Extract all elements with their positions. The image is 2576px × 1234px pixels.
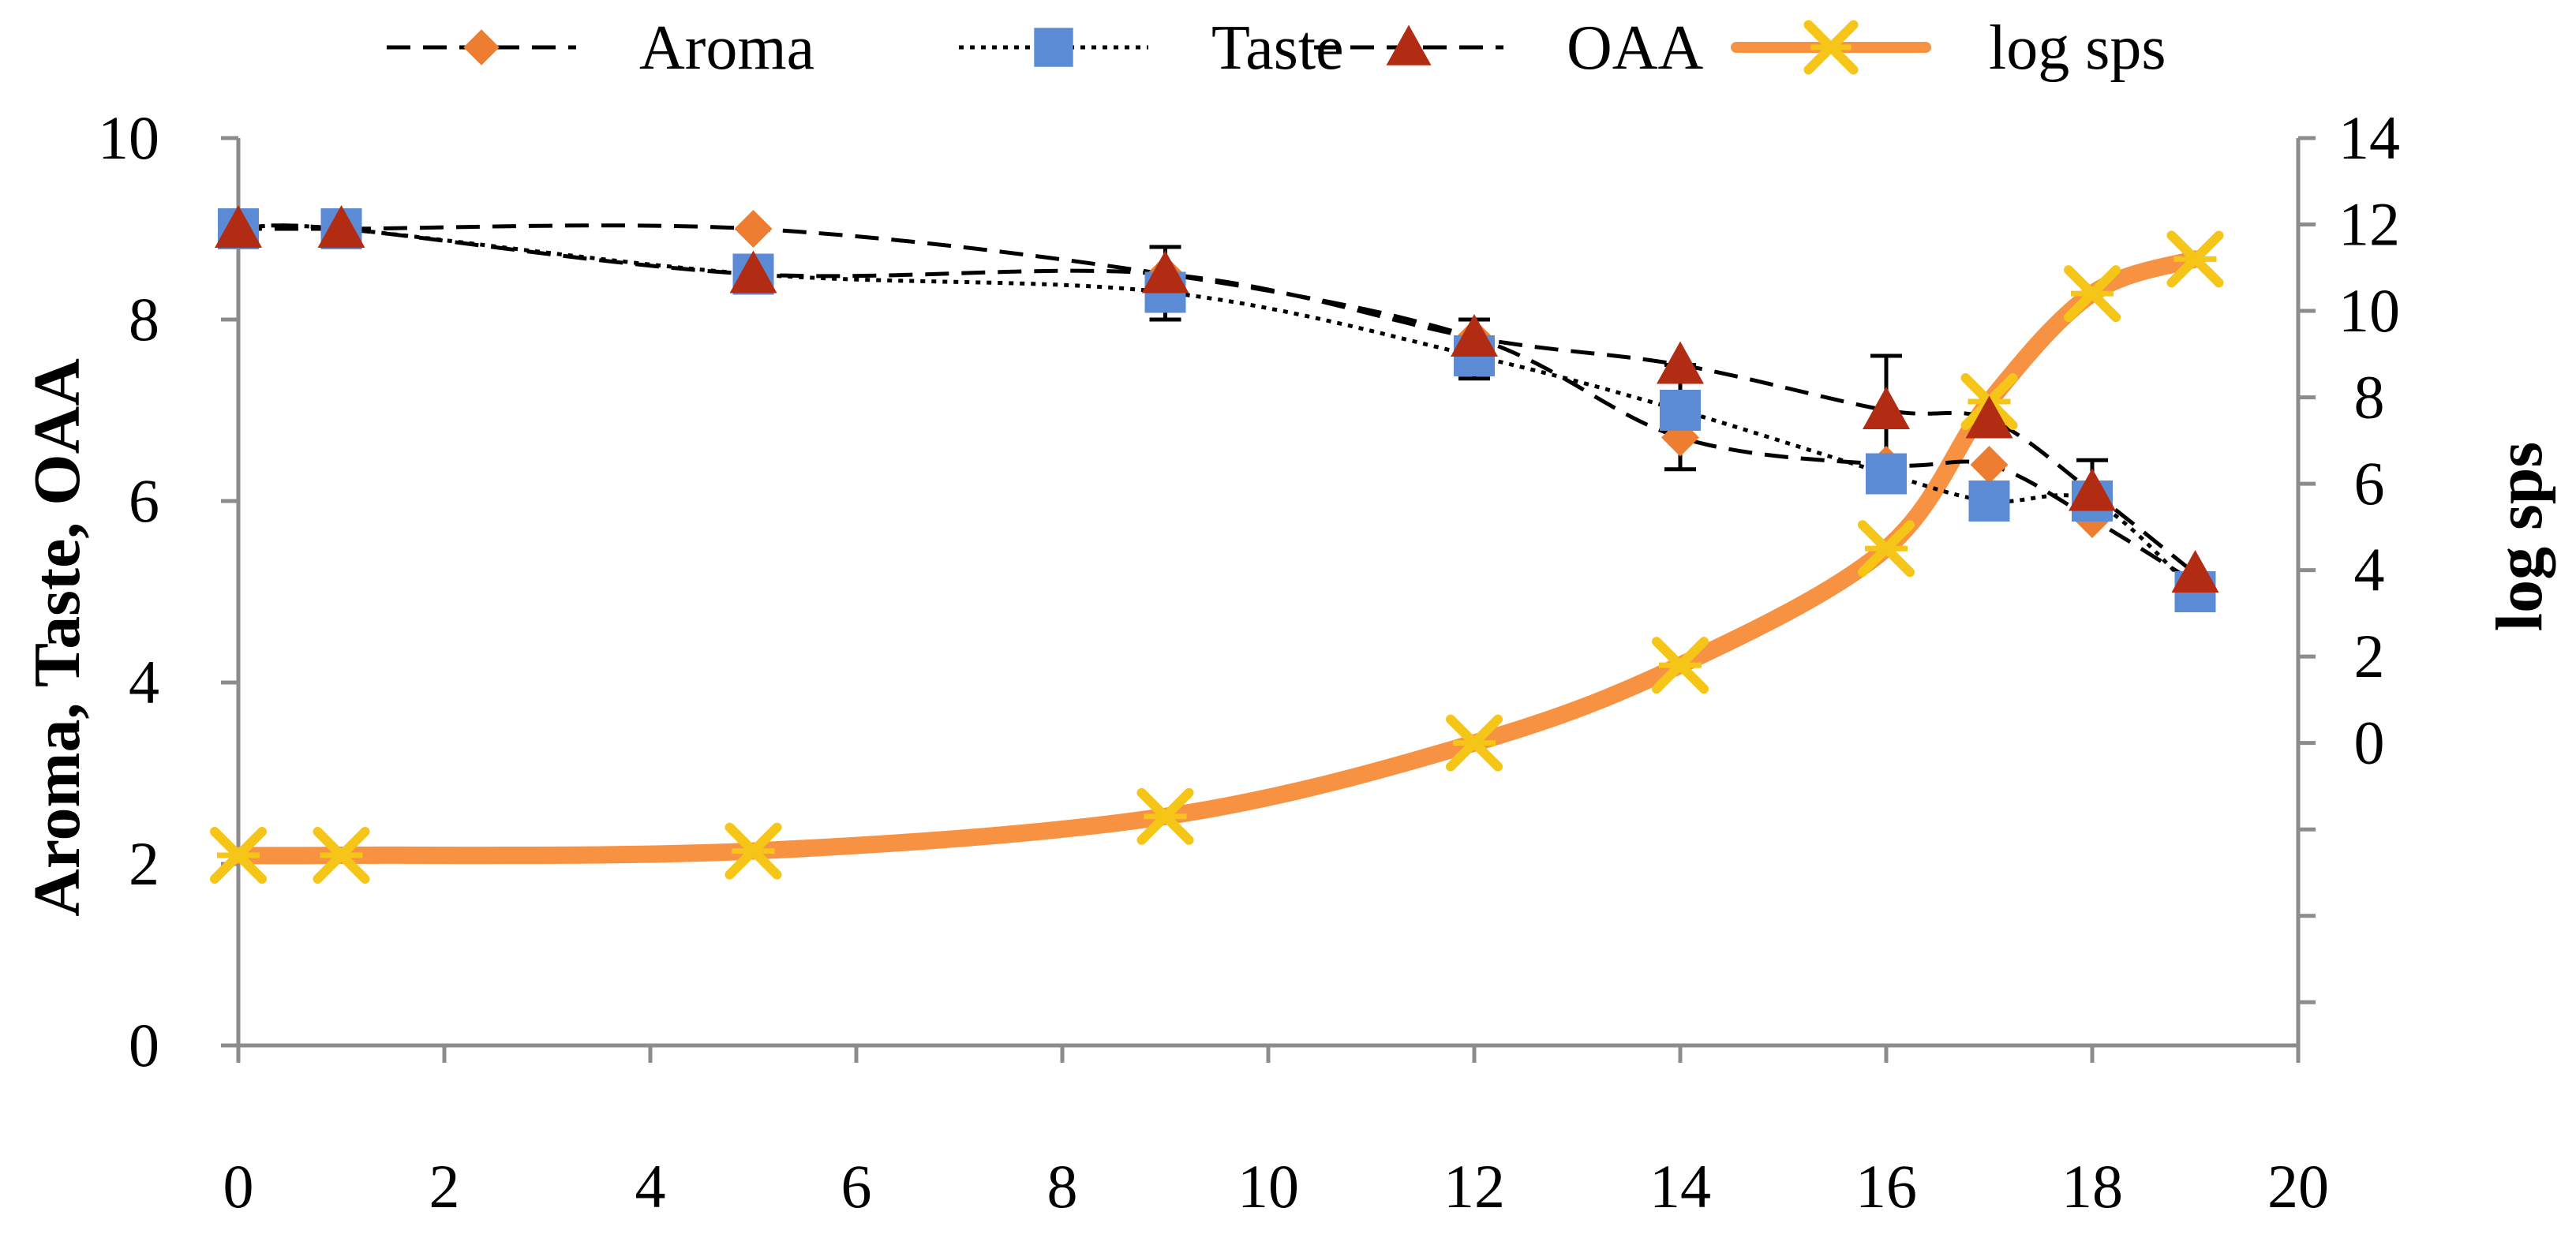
- data-point-log-sps: [313, 827, 370, 884]
- series-lines: [230, 223, 2204, 865]
- data-point-log-sps: [1136, 787, 1194, 845]
- legend-item-taste: Taste: [959, 13, 1344, 83]
- data-point-log-sps: [210, 827, 267, 884]
- y-tick-label: 6: [129, 466, 159, 535]
- y2-tick-label: 12: [2338, 190, 2400, 259]
- x-tick-label: 16: [1855, 1152, 1917, 1221]
- tick-labels: 0 2 4 6 8 10 12 14 16 18 20 0 2 4 6 8 10 0 2 4 6 8 10 12 14: [98, 103, 2400, 1221]
- series-markers: [210, 205, 2224, 884]
- data-point-oaa: [1965, 395, 2013, 439]
- y2-axis-title: log sps: [2483, 442, 2556, 631]
- legend-label: log sps: [1989, 13, 2166, 83]
- x-tick-label: 18: [2061, 1152, 2123, 1221]
- data-point-aroma: [1970, 446, 2009, 484]
- legend: Aroma Taste OAA log sps: [387, 13, 2166, 83]
- y2-tick-label: 8: [2354, 363, 2385, 432]
- data-point-log-sps: [724, 822, 782, 880]
- y-tick-label: 4: [129, 648, 159, 716]
- data-point-oaa: [1863, 387, 1910, 429]
- data-point-log-sps: [1446, 714, 1503, 772]
- y-tick-label: 2: [129, 829, 159, 898]
- y2-tick-label: 10: [2338, 276, 2400, 345]
- y2-tick-label: 4: [2354, 536, 2385, 604]
- data-point-taste: [1866, 453, 1907, 495]
- legend-marker: [463, 29, 500, 65]
- data-point-oaa: [317, 205, 365, 248]
- y-tick-label: 0: [129, 1011, 159, 1079]
- y-tick-label: 8: [129, 285, 159, 353]
- x-tick-label: 4: [635, 1152, 666, 1221]
- data-point-oaa: [729, 250, 777, 294]
- data-point-oaa: [215, 205, 262, 248]
- x-tick-label: 20: [2267, 1152, 2329, 1221]
- y2-tick-label: 14: [2338, 103, 2400, 172]
- axes: [221, 136, 2316, 1063]
- legend-marker: [1034, 28, 1073, 67]
- y2-tick-label: 0: [2354, 709, 2385, 777]
- x-tick-label: 0: [223, 1152, 254, 1221]
- data-point-oaa: [1451, 314, 1498, 357]
- data-point-log-sps: [1858, 520, 1915, 578]
- y2-tick-label: 6: [2354, 449, 2385, 518]
- data-point-taste: [1660, 390, 1701, 431]
- x-tick-label: 10: [1237, 1152, 1299, 1221]
- legend-label: Aroma: [639, 13, 814, 83]
- data-point-oaa: [2069, 468, 2116, 511]
- x-tick-label: 14: [1649, 1152, 1711, 1221]
- y-tick-label: 10: [98, 103, 159, 172]
- x-tick-label: 2: [429, 1152, 460, 1221]
- legend-item-aroma: Aroma: [387, 13, 814, 83]
- legend-label: OAA: [1567, 13, 1704, 83]
- legend-item-oaa: OAA: [1314, 13, 1704, 83]
- y-axis-title: Aroma, Taste, OAA: [21, 358, 94, 917]
- legend-marker: [1803, 20, 1859, 75]
- data-point-oaa: [1141, 250, 1189, 294]
- data-point-aroma: [734, 210, 773, 248]
- x-tick-label: 8: [1047, 1152, 1078, 1221]
- x-tick-label: 6: [841, 1152, 872, 1221]
- y2-tick-label: 2: [2354, 622, 2385, 690]
- legend-marker: [1386, 24, 1432, 65]
- data-point-taste: [1968, 481, 2010, 522]
- data-point-log-sps: [2166, 230, 2224, 288]
- data-point-oaa: [2171, 550, 2219, 593]
- data-point-log-sps: [1652, 637, 1709, 694]
- data-point-oaa: [1657, 341, 1704, 384]
- data-point-log-sps: [2064, 265, 2121, 323]
- x-tick-label: 12: [1443, 1152, 1505, 1221]
- legend-item-log-sps: log sps: [1731, 13, 2166, 83]
